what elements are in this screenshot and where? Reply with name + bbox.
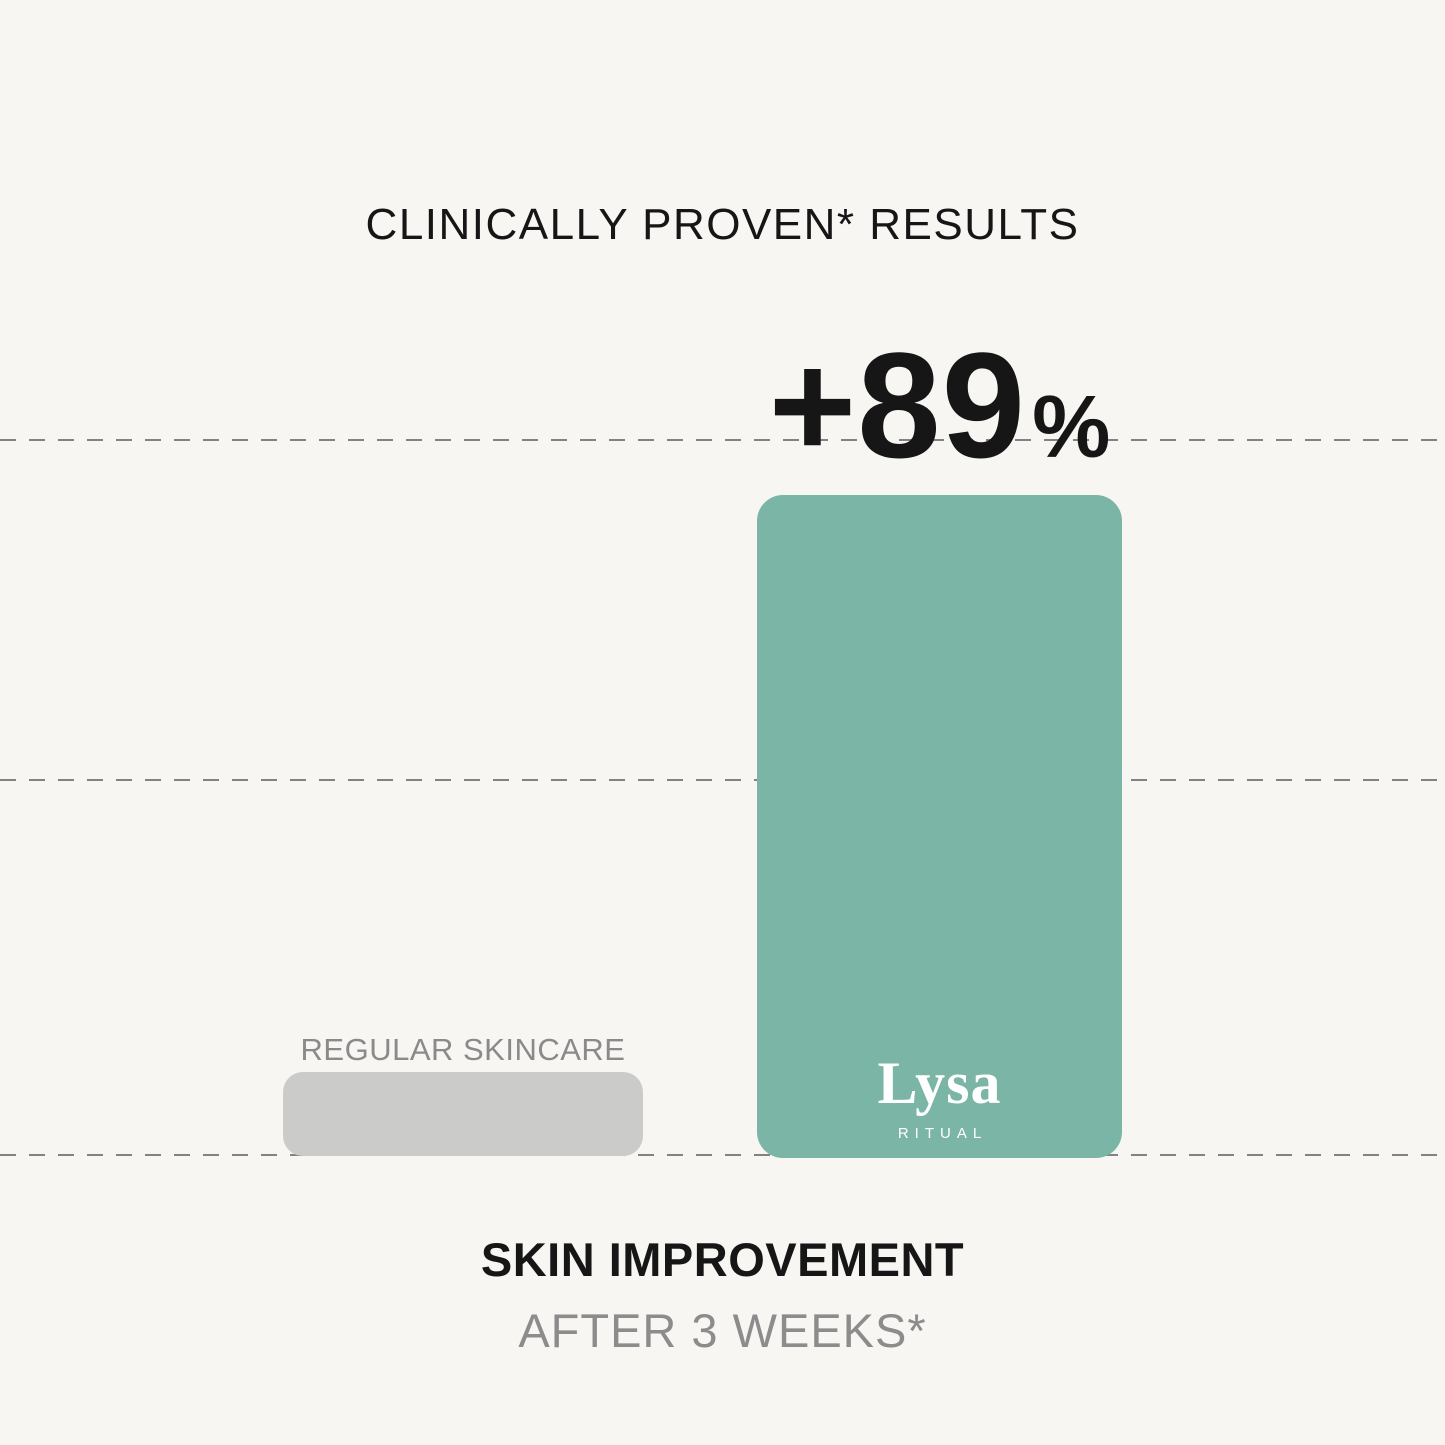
x-axis-label: SKIN IMPROVEMENT AFTER 3 WEEKS* (0, 1232, 1445, 1358)
bar-regular-skincare (283, 1072, 643, 1156)
x-axis-label-main: SKIN IMPROVEMENT (480, 1233, 965, 1286)
bar-label-regular-skincare: REGULAR SKINCARE (300, 1032, 626, 1067)
brand-logo-subtitle: RITUAL (897, 1125, 988, 1142)
gridline-middle (0, 779, 1445, 781)
value-annotation: +89% (757, 330, 1122, 480)
value-annotation-percent-sign: % (1032, 377, 1111, 476)
x-axis-label-sub: AFTER 3 WEEKS* (518, 1304, 927, 1357)
gridline-top (0, 439, 1445, 441)
brand-logo: Lysa RITUAL (877, 1053, 1001, 1142)
chart-title: CLINICALLY PROVEN* RESULTS (365, 200, 1080, 249)
value-annotation-number: +89 (768, 321, 1027, 489)
gridline-baseline (0, 1154, 1445, 1156)
brand-logo-wordmark: Lysa (877, 1050, 1002, 1116)
bar-lysa-ritual: Lysa RITUAL (757, 495, 1122, 1158)
